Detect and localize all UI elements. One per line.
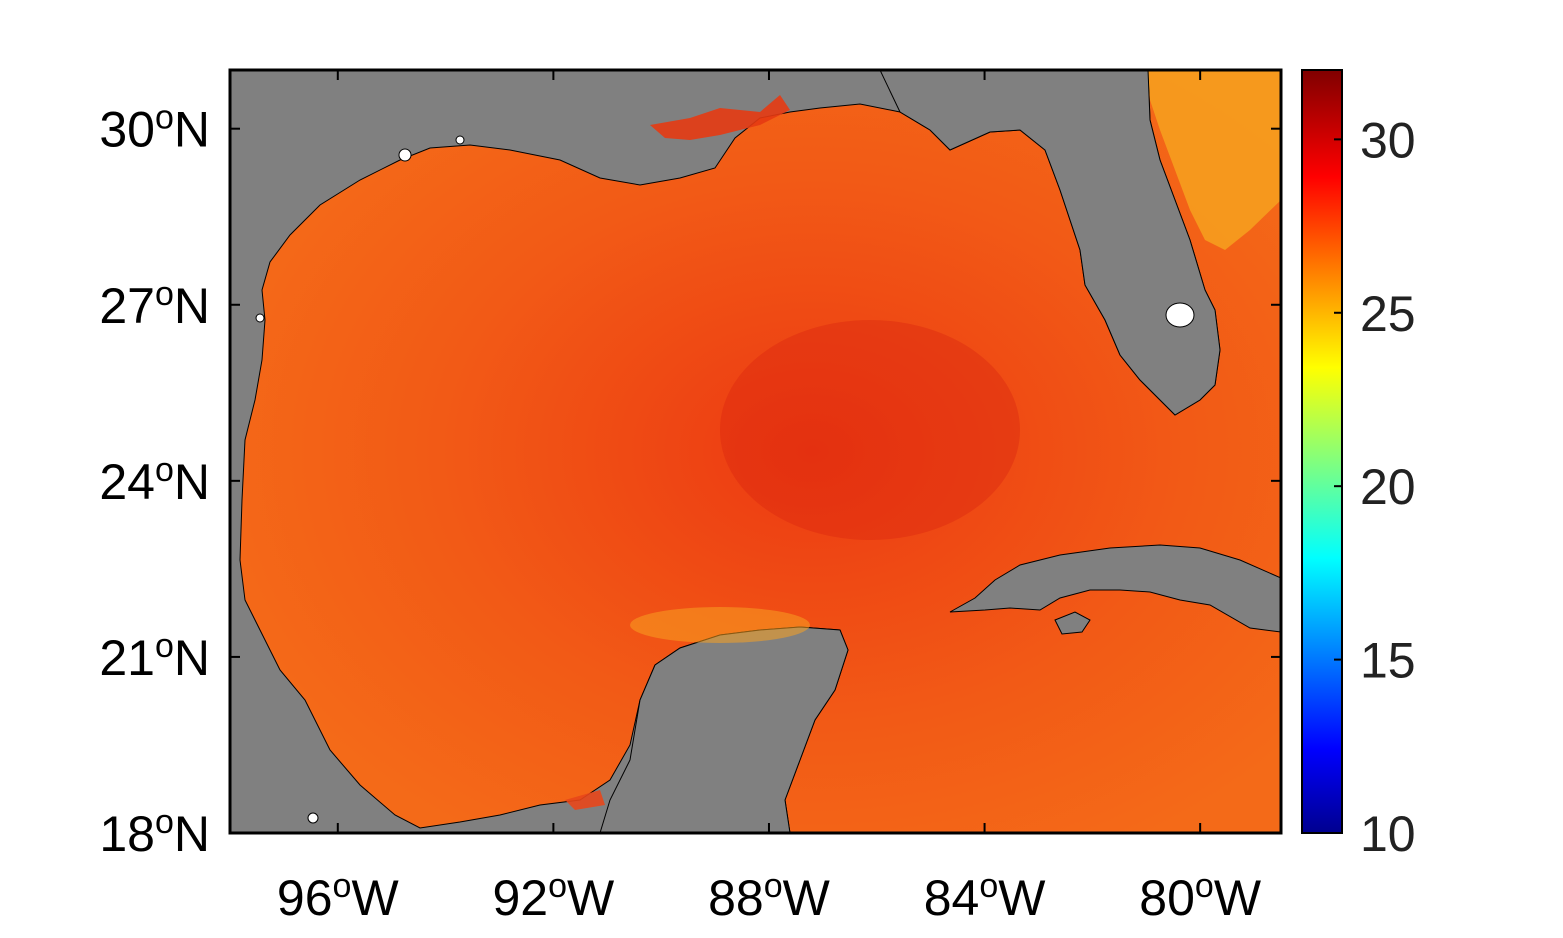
colorbar-tick-label: 20 <box>1360 459 1416 515</box>
colorbar-tick-label: 15 <box>1360 633 1416 689</box>
latitude-tick-label: 30oN <box>99 99 210 158</box>
longitude-tick-label-degrees: 92 <box>493 870 549 926</box>
longitude-tick-label-degree-symbol: o <box>333 867 352 905</box>
colorbar-tick-label: 30 <box>1360 112 1416 168</box>
atlantic-water <box>1148 70 1281 250</box>
colorbar-tick-label: 10 <box>1360 806 1416 862</box>
coastal-lake <box>455 135 465 145</box>
latitude-tick-label-degrees: 24 <box>99 454 155 510</box>
latitude-tick-label-degrees: 27 <box>99 278 155 334</box>
longitude-ticks: 96oW 92oW 88oW 84oW 80oW <box>277 70 1262 926</box>
longitude-tick-label-hemisphere: W <box>567 870 615 926</box>
colorbar <box>1301 69 1343 834</box>
latitude-tick-label-degrees: 30 <box>99 102 155 158</box>
longitude-tick-label-degrees: 80 <box>1139 870 1195 926</box>
longitude-tick-label: 96oW <box>277 867 400 926</box>
latitude-tick-label-degrees: 18 <box>99 806 155 862</box>
longitude-tick-label: 84oW <box>924 867 1047 926</box>
longitude-tick-label-hemisphere: W <box>351 870 399 926</box>
latitude-tick-label-hemisphere: N <box>174 630 210 686</box>
latitude-tick-label: 27oN <box>99 275 210 334</box>
longitude-tick-label: 92oW <box>493 867 616 926</box>
bay-of-campeche-coast <box>565 790 605 810</box>
isle-of-youth <box>1054 611 1091 635</box>
latitude-tick-label: 24oN <box>99 451 210 510</box>
latitude-tick-label-degree-symbol: o <box>155 803 174 841</box>
longitude-tick-label-degree-symbol: o <box>764 867 783 905</box>
longitude-tick-label-hemisphere: W <box>998 870 1046 926</box>
longitude-tick-label: 88oW <box>708 867 831 926</box>
mississippi-delta-water <box>650 95 790 140</box>
longitude-tick-label-degrees: 84 <box>924 870 980 926</box>
longitude-tick-label-degrees: 88 <box>708 870 764 926</box>
longitude-tick-label-degree-symbol: o <box>1195 867 1214 905</box>
latitude-tick-label-degree-symbol: o <box>155 275 174 313</box>
latitude-tick-label-degree-symbol: o <box>155 451 174 489</box>
warm-core-patch <box>720 320 1020 540</box>
map-axes-frame <box>228 68 1283 835</box>
longitude-tick-label-degree-symbol: o <box>548 867 567 905</box>
latitude-tick-label-hemisphere: N <box>174 278 210 334</box>
cuba-land <box>949 544 1281 633</box>
latitude-tick-label: 21oN <box>99 627 210 686</box>
map-plot-area <box>230 70 1281 833</box>
latitude-tick-label-hemisphere: N <box>174 806 210 862</box>
longitude-tick-label-degree-symbol: o <box>979 867 998 905</box>
colorbar-ticks: 30 25 20 15 10 <box>1334 112 1416 862</box>
latitude-tick-label-degree-symbol: o <box>155 627 174 665</box>
colorbar-tick-label: 25 <box>1360 286 1416 342</box>
coastal-lake <box>307 812 319 824</box>
latitude-tick-label: 18oN <box>99 803 210 862</box>
coastal-lake <box>398 148 412 162</box>
longitude-tick-label-hemisphere: W <box>1214 870 1262 926</box>
florida-land <box>879 70 1221 416</box>
longitude-tick-label-degrees: 96 <box>277 870 333 926</box>
lake-okeechobee <box>1165 302 1195 328</box>
latitude-tick-label-hemisphere: N <box>174 102 210 158</box>
latitude-tick-label-degrees: 21 <box>99 630 155 686</box>
longitude-tick-label: 80oW <box>1139 867 1262 926</box>
cool-campeche-patch <box>630 607 810 643</box>
latitude-tick-label-hemisphere: N <box>174 454 210 510</box>
latitude-tick-label-degree-symbol: o <box>155 99 174 137</box>
longitude-tick-label-hemisphere: W <box>783 870 831 926</box>
coastal-lake <box>255 313 265 323</box>
